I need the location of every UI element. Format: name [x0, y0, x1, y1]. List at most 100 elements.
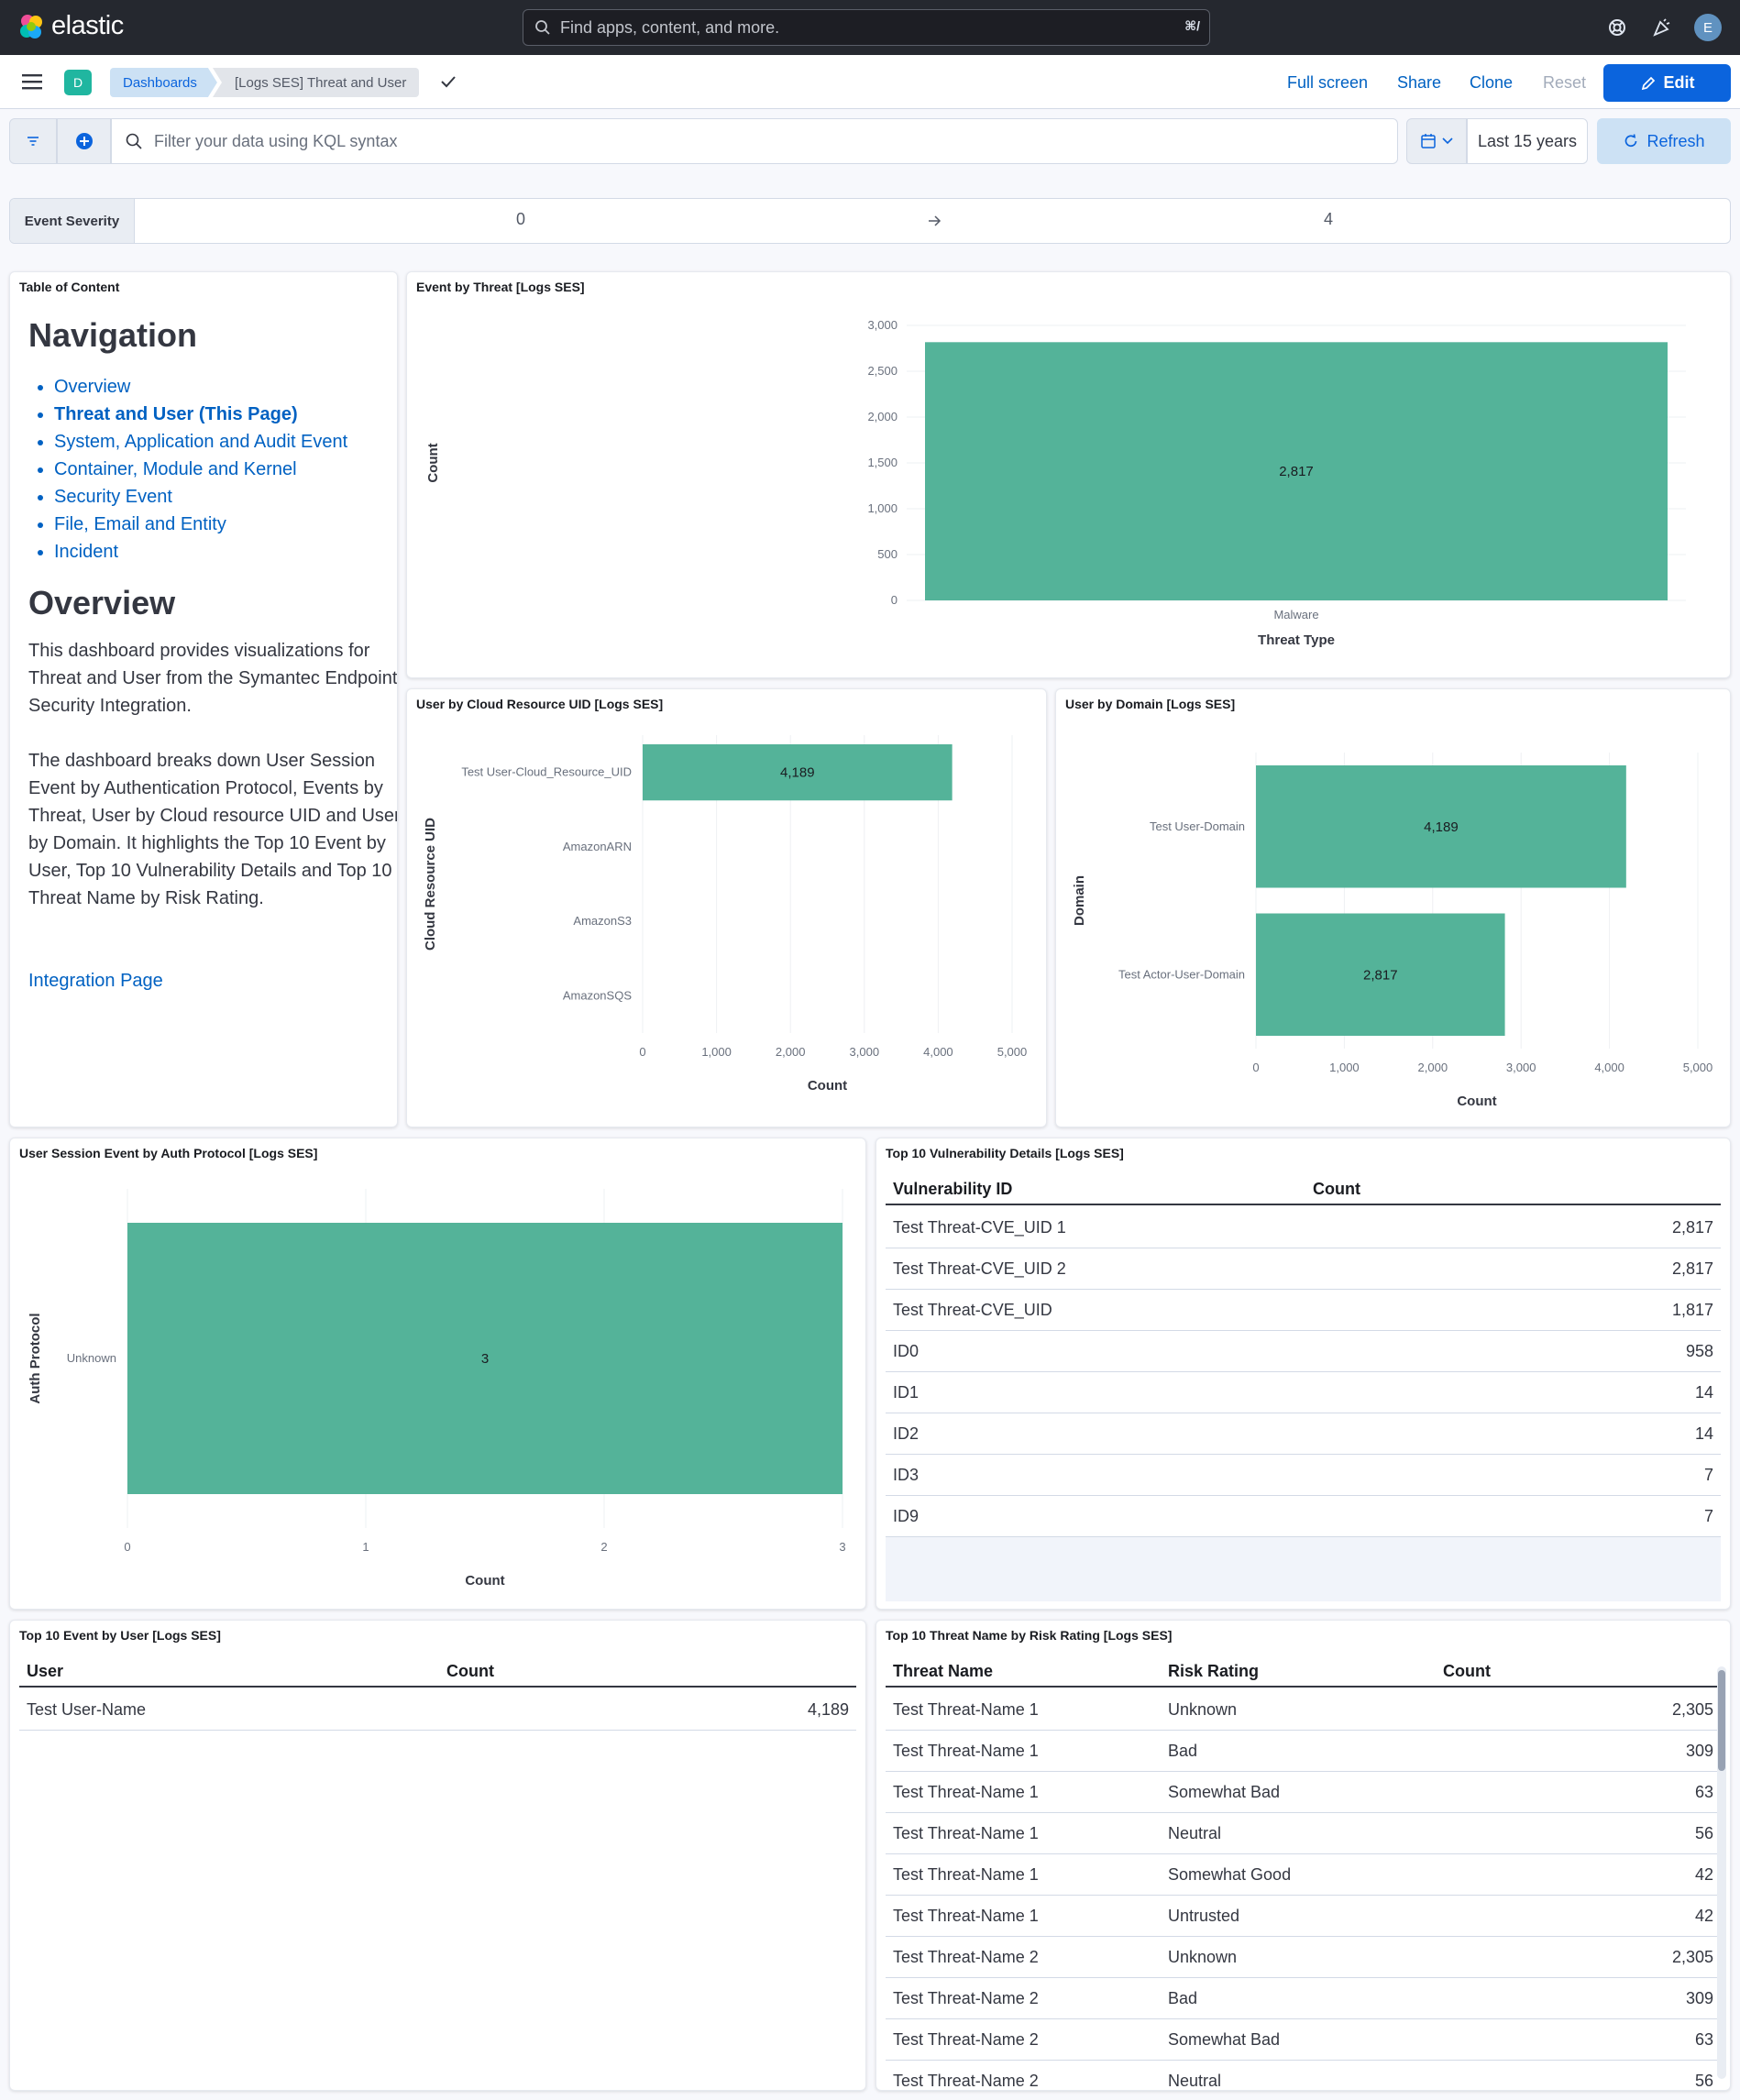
nav-link[interactable]: Security Event	[54, 483, 347, 511]
clone-button[interactable]: Clone	[1470, 73, 1514, 92]
date-quick-menu-button[interactable]	[1406, 118, 1467, 164]
table-cell: 1,817	[1671, 1300, 1713, 1319]
table-cell: Test Threat-Name 2	[893, 2029, 1039, 2049]
table-cell: ID1	[893, 1382, 920, 1402]
table-cell: 7	[1703, 1465, 1713, 1484]
elastic-logo[interactable]: elastic	[17, 11, 124, 41]
table-row: Test Threat-CVE_UID 1,817	[886, 1290, 1721, 1331]
y-tick-label: Test User-Domain	[1150, 819, 1245, 833]
table-cell: 309	[1685, 1741, 1713, 1760]
full-screen-button[interactable]: Full screen	[1287, 73, 1369, 92]
edit-button[interactable]: Edit	[1603, 64, 1731, 102]
nav-link[interactable]: Container, Module and Kernel	[54, 456, 347, 483]
range-min-value[interactable]: 0	[516, 210, 526, 228]
panel-title: Top 10 Vulnerability Details [Logs SES]	[886, 1146, 1124, 1160]
nav-link[interactable]: Overview	[54, 373, 347, 401]
table-row: ID1 14	[886, 1372, 1721, 1413]
integration-page-link[interactable]: Integration Page	[28, 971, 163, 991]
refresh-button[interactable]: Refresh	[1597, 118, 1731, 164]
x-tick-label: 4,000	[923, 1045, 953, 1059]
table-cell: Unknown	[1168, 1947, 1238, 1966]
nav-link-current[interactable]: Threat and User (This Page)	[54, 401, 347, 428]
overview-heading: Overview	[28, 584, 176, 621]
user-by-cloud-panel: User by Cloud Resource UID [Logs SES] 0 1…	[406, 688, 1047, 1127]
session-by-auth-panel: User Session Event by Auth Protocol [Log…	[9, 1138, 866, 1610]
table-row: ID3 7	[886, 1455, 1721, 1496]
nav-link[interactable]: Incident	[54, 538, 347, 566]
x-axis-title: Count	[465, 1573, 504, 1589]
bar-value-label: 4,189	[780, 765, 815, 781]
y-tick-label: Test Actor-User-Domain	[1118, 967, 1245, 981]
navigation-heading: Navigation	[28, 316, 198, 354]
nav-link[interactable]: File, Email and Entity	[54, 511, 347, 538]
plus-circle-icon	[75, 133, 93, 149]
menu-icon[interactable]	[22, 73, 42, 90]
add-filter-button[interactable]	[57, 118, 111, 164]
breadcrumb-dashboards[interactable]: Dashboards	[110, 68, 217, 97]
x-tick-label: Malware	[1273, 608, 1318, 621]
y-axis-title: Domain	[1072, 875, 1087, 926]
table-cell: 42	[1694, 1906, 1713, 1925]
y-tick-label: AmazonARN	[563, 840, 632, 853]
table-empty-area	[886, 1537, 1721, 1601]
column-header[interactable]: Risk Rating	[1168, 1662, 1260, 1680]
table-row: Test Threat-CVE_UID 2 2,817	[886, 1248, 1721, 1290]
bar	[643, 744, 953, 801]
panel-title: Table of Content	[19, 280, 120, 294]
range-max-value[interactable]: 4	[1324, 210, 1334, 228]
scrollbar-thumb[interactable]	[1718, 1670, 1725, 1771]
table-scrollbar[interactable]	[1717, 1666, 1726, 2079]
table-cell: Test Threat-Name 1	[893, 1823, 1039, 1842]
session-by-auth-chart: 0 1 2 3 Unknown 3 Count Auth Protocol	[28, 1189, 846, 1589]
event-by-user-panel: Top 10 Event by User [Logs SES] User Coun…	[9, 1620, 866, 2091]
table-row: Test Threat-Name 1 Somewhat Bad 63	[886, 1772, 1721, 1813]
bar	[1256, 913, 1505, 1036]
table-cell: 14	[1694, 1382, 1713, 1402]
x-tick-label: 4,000	[1594, 1061, 1624, 1074]
bar-value-label: 2,817	[1363, 967, 1398, 983]
x-tick-label: 1,000	[1329, 1061, 1360, 1074]
x-tick-label: 3	[839, 1540, 845, 1554]
y-tick-label: Unknown	[67, 1351, 116, 1365]
date-range-button[interactable]: Last 15 years	[1467, 118, 1588, 164]
bar-value-label: 4,189	[1424, 819, 1459, 835]
search-icon	[126, 133, 142, 149]
y-axis-title: Cloud Resource UID	[423, 818, 438, 951]
y-tick-label: 1,500	[867, 456, 898, 469]
column-header[interactable]: Count	[446, 1662, 494, 1680]
table-cell: 14	[1694, 1424, 1713, 1443]
table-cell: Somewhat Bad	[1168, 2029, 1281, 2049]
user-avatar[interactable]: E	[1694, 14, 1722, 41]
help-icon[interactable]	[1602, 13, 1632, 42]
overview-paragraph: This dashboard provides visualizations f…	[28, 641, 398, 716]
table-row: Test Threat-Name 2 Somewhat Bad 63	[886, 2019, 1721, 2061]
filter-menu-button[interactable]	[9, 118, 57, 164]
space-avatar[interactable]: D	[64, 70, 92, 95]
kql-search-input[interactable]: Filter your data using KQL syntax	[111, 118, 1398, 164]
table-header: Vulnerability ID Count	[886, 1171, 1721, 1205]
refresh-label: Refresh	[1646, 131, 1705, 150]
column-header[interactable]: Vulnerability ID	[893, 1180, 1013, 1198]
y-tick-label: 3,000	[867, 318, 898, 332]
bar-value-label: 3	[481, 1351, 489, 1367]
table-row: ID0 958	[886, 1331, 1721, 1372]
column-header[interactable]: Threat Name	[893, 1662, 994, 1680]
table-cell: Test Threat-Name 2	[893, 2071, 1039, 2090]
share-button[interactable]: Share	[1397, 73, 1442, 92]
column-header[interactable]: Count	[1313, 1180, 1360, 1198]
news-feed-icon[interactable]	[1647, 13, 1677, 42]
reset-button[interactable]: Reset	[1543, 73, 1587, 92]
table-row: Test Threat-Name 1 Bad 309	[886, 1731, 1721, 1772]
nav-link[interactable]: System, Application and Audit Event	[54, 428, 347, 456]
table-row: Test Threat-Name 2 Unknown 2,305	[886, 1937, 1721, 1978]
event-severity-control[interactable]: Event Severity 0 4	[9, 198, 1731, 244]
table-cell: 2,305	[1671, 1699, 1713, 1719]
table-cell: Unknown	[1168, 1699, 1238, 1719]
table-cell: Test Threat-Name 1	[893, 1741, 1039, 1760]
x-tick-label: 2,000	[776, 1045, 806, 1059]
global-search-input[interactable]: Find apps, content, and more. ⌘/	[523, 9, 1210, 46]
column-header[interactable]: User	[27, 1662, 64, 1680]
column-header[interactable]: Count	[1443, 1662, 1491, 1680]
table-cell: Test Threat-CVE_UID 1	[893, 1217, 1066, 1237]
top-nav-bar: elastic Find apps, content, and more. ⌘/…	[0, 0, 1740, 55]
